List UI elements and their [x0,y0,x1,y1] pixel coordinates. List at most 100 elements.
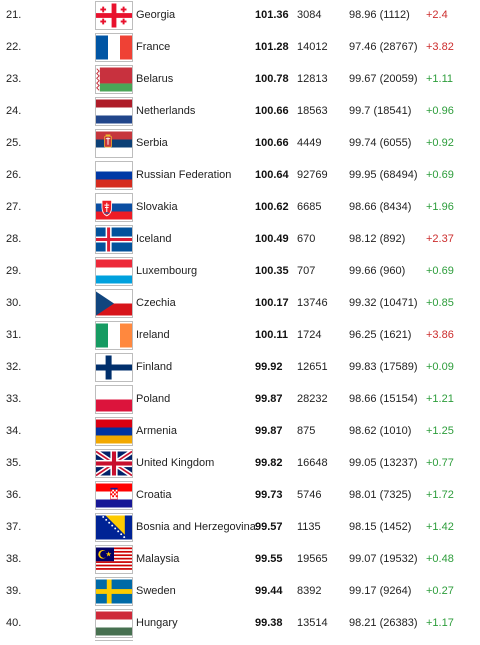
country-name[interactable]: Malaysia [136,553,180,565]
previous-score: 99.66 (960) [349,265,406,277]
score-value: 101.36 [255,9,289,21]
rank-label: 22. [6,41,22,53]
score-value: 101.28 [255,41,289,53]
country-name[interactable]: United Kingdom [136,457,215,469]
tests-count: 1724 [297,329,322,341]
score-value: 100.49 [255,233,289,245]
country-name[interactable]: Bosnia and Herzegovina [136,521,256,533]
tests-count: 4449 [297,137,322,149]
tests-count: 12813 [297,73,328,85]
tests-count: 18563 [297,105,328,117]
country-name[interactable]: Finland [136,361,173,373]
previous-score: 98.01 (7325) [349,489,412,501]
luxembourg-flag-icon [95,257,133,286]
score-change: +0.96 [426,105,454,117]
rank-label: 35. [6,457,22,469]
country-name[interactable]: Slovakia [136,201,178,213]
tests-count: 6685 [297,201,322,213]
score-value: 99.87 [255,425,283,437]
table-row: 34. Armenia 99.87 875 98.62 (1010) +1.25 [0,416,480,448]
rank-label: 40. [6,617,22,629]
country-name[interactable]: Netherlands [136,105,196,117]
table-row: 24. Netherlands 100.66 18563 99.7 (18541) +0.… [0,96,480,128]
country-name[interactable]: Armenia [136,425,177,437]
rank-label: 32. [6,361,22,373]
uk-flag-icon [95,449,133,478]
previous-score: 99.74 (6055) [349,137,412,149]
country-name[interactable]: Serbia [136,137,168,149]
georgia-flag-icon [95,1,133,30]
country-name[interactable]: Czechia [136,297,176,309]
bosnia-flag-icon [95,513,133,542]
table-row: 31. Ireland 100.11 1724 96.25 (1621) +3.86 [0,320,480,352]
partial-flag-icon [95,640,133,645]
previous-score: 98.66 (15154) [349,393,418,405]
rank-label: 36. [6,489,22,501]
tests-count: 92769 [297,169,328,181]
country-name[interactable]: Croatia [136,489,172,501]
table-row: 28. Iceland 100.49 670 98.12 (892) +2.37 [0,224,480,256]
score-value: 99.44 [255,585,283,597]
country-name[interactable]: Luxembourg [136,265,198,277]
tests-count: 3084 [297,9,322,21]
iceland-flag-icon [95,225,133,254]
country-name[interactable]: Russian Federation [136,169,232,181]
rank-label: 38. [6,553,22,565]
previous-score: 98.62 (1010) [349,425,412,437]
table-row: 32. Finland 99.92 12651 99.83 (17589) +0.09 [0,352,480,384]
finland-flag-icon [95,353,133,382]
tests-count: 16648 [297,457,328,469]
netherlands-flag-icon [95,97,133,126]
score-change: +1.21 [426,393,454,405]
tests-count: 13746 [297,297,328,309]
score-change: +3.82 [426,41,454,53]
table-row: 27. Slovakia 100.62 6685 98.66 (8434) +1.96 [0,192,480,224]
rank-label: 23. [6,73,22,85]
score-value: 100.35 [255,265,289,277]
table-row: 35. United Kingdom 99.82 16648 99.05 (13237)… [0,448,480,480]
table-row: 26. Russian Federation 100.64 92769 99.95 (6… [0,160,480,192]
slovakia-flag-icon [95,193,133,222]
country-name[interactable]: Georgia [136,9,176,21]
previous-score: 98.15 (1452) [349,521,412,533]
score-value: 100.78 [255,73,289,85]
score-value: 99.38 [255,617,283,629]
country-name[interactable]: Sweden [136,585,176,597]
score-change: +2.4 [426,9,448,21]
score-value: 99.87 [255,393,283,405]
table-row: 21. Georgia 101.36 3084 98.96 (1112) +2.4 [0,0,480,32]
rank-label: 37. [6,521,22,533]
score-value: 100.66 [255,105,289,117]
score-change: +1.72 [426,489,454,501]
previous-score: 98.66 (8434) [349,201,412,213]
russia-flag-icon [95,161,133,190]
previous-score: 99.32 (10471) [349,297,418,309]
hungary-flag-icon [95,609,133,638]
tests-count: 13514 [297,617,328,629]
country-name[interactable]: Poland [136,393,171,405]
score-change: +0.69 [426,169,454,181]
tests-count: 19565 [297,553,328,565]
france-flag-icon [95,33,133,62]
score-change: +0.27 [426,585,454,597]
ireland-flag-icon [95,321,133,350]
previous-score: 97.46 (28767) [349,41,418,53]
armenia-flag-icon [95,417,133,446]
score-value: 100.17 [255,297,289,309]
score-change: +2.37 [426,233,454,245]
score-value: 100.11 [255,329,289,341]
table-row: 29. Luxembourg 100.35 707 99.66 (960) +0.69 [0,256,480,288]
rank-label: 33. [6,393,22,405]
score-change: +1.25 [426,425,454,437]
rank-label: 39. [6,585,22,597]
country-name[interactable]: Belarus [136,73,174,85]
country-name[interactable]: Ireland [136,329,170,341]
country-name[interactable]: Iceland [136,233,172,245]
table-row: 30. Czechia 100.17 13746 99.32 (10471) +0.85 [0,288,480,320]
score-change: +3.86 [426,329,454,341]
country-name[interactable]: France [136,41,171,53]
score-change: +0.69 [426,265,454,277]
table-row: 38. Malaysia 99.55 19565 99.07 (19532) +0.48 [0,544,480,576]
score-change: +0.09 [426,361,454,373]
country-name[interactable]: Hungary [136,617,178,629]
